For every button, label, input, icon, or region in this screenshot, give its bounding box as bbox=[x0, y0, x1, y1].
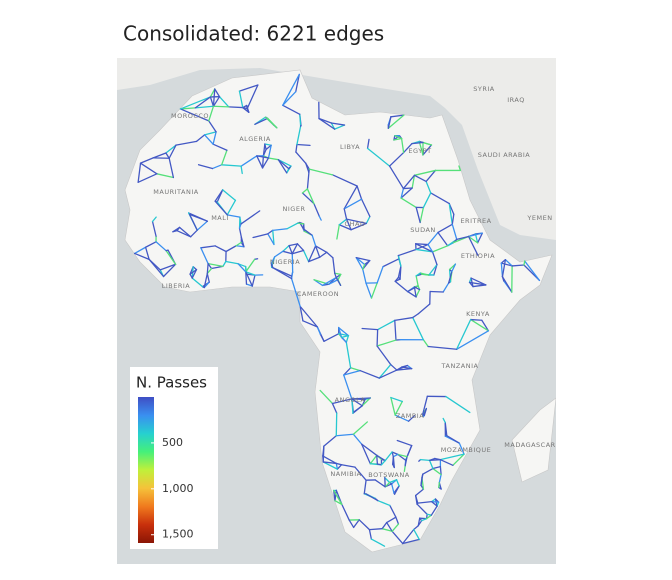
map-label: BOTSWANA bbox=[368, 471, 409, 479]
colorbar bbox=[138, 397, 154, 543]
map-label: MADAGASCAR bbox=[504, 441, 555, 449]
network-edge bbox=[300, 114, 301, 126]
network-edge bbox=[524, 261, 525, 265]
network-edge bbox=[377, 330, 378, 346]
map-label: CHAD bbox=[345, 220, 366, 228]
map-label: MOZAMBIQUE bbox=[441, 446, 492, 454]
legend-title: N. Passes bbox=[136, 374, 207, 392]
network-edge bbox=[229, 107, 243, 108]
legend: N. Passes 500 1,000 1,500 bbox=[130, 367, 218, 549]
map-label: ERITREA bbox=[460, 217, 491, 225]
network-edge bbox=[427, 514, 431, 515]
map-label: ALGERIA bbox=[239, 135, 271, 143]
map-label: MOROCCO bbox=[171, 112, 209, 120]
map-label: CAMEROON bbox=[297, 290, 339, 298]
colorbar-tick-label: 1,500 bbox=[162, 528, 194, 541]
map-label: LIBYA bbox=[340, 143, 360, 151]
map-label: SUDAN bbox=[410, 226, 436, 234]
colorbar-tick-label: 1,000 bbox=[162, 482, 194, 495]
map-label: TANZANIA bbox=[441, 362, 479, 370]
map-label: NAMIBIA bbox=[330, 470, 361, 478]
map-label: EGYPT bbox=[408, 147, 431, 155]
network-edge bbox=[213, 106, 228, 107]
map-label: MAURITANIA bbox=[153, 188, 198, 196]
network-edge bbox=[166, 250, 168, 251]
network-edge bbox=[207, 264, 208, 274]
network-edge bbox=[421, 460, 430, 461]
map-label: ANGOLA bbox=[335, 396, 366, 404]
map-label: YEMEN bbox=[526, 214, 552, 222]
map-label: SYRIA bbox=[473, 85, 495, 93]
map-label: SAUDI ARABIA bbox=[478, 151, 530, 159]
map-title: Consolidated: 6221 edges bbox=[123, 22, 384, 46]
colorbar-tick-label: 500 bbox=[162, 436, 183, 449]
network-edge bbox=[297, 144, 310, 145]
network-edge bbox=[298, 223, 304, 224]
map-label: ZAMBIA bbox=[396, 412, 424, 420]
map-label: MALI bbox=[211, 214, 229, 222]
map-label: LIBERIA bbox=[162, 282, 191, 290]
map-label: NIGER bbox=[283, 205, 306, 213]
network-edge bbox=[471, 320, 482, 321]
network-edge bbox=[430, 460, 441, 461]
network-edge bbox=[439, 483, 440, 488]
network-edge bbox=[377, 455, 378, 464]
network-edge bbox=[246, 272, 247, 284]
map-label: ETHIOPIA bbox=[461, 252, 495, 260]
map-label: KENYA bbox=[466, 310, 490, 318]
map-label: IRAQ bbox=[507, 96, 525, 104]
map-label: NIGERIA bbox=[270, 258, 300, 266]
